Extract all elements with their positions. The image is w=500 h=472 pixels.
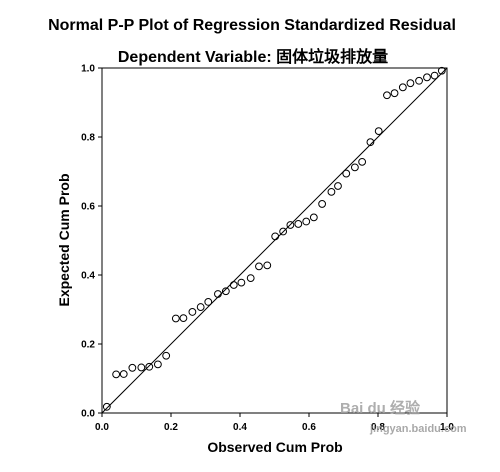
data-point bbox=[229, 281, 238, 289]
x-tick-label: 0.6 bbox=[302, 422, 316, 433]
data-point bbox=[137, 363, 146, 372]
y-tick-label: 0.8 bbox=[81, 133, 95, 144]
watermark-url: jingyan.baidu.com bbox=[369, 423, 467, 435]
data-point bbox=[214, 290, 222, 298]
data-point bbox=[279, 227, 288, 236]
data-point bbox=[327, 187, 336, 196]
watermark: Bai du 经验 jingyan.baidu.com bbox=[340, 399, 467, 435]
data-point bbox=[437, 66, 446, 75]
data-point bbox=[119, 370, 128, 378]
data-point bbox=[406, 79, 415, 88]
x-tick-label: 0.4 bbox=[233, 422, 247, 433]
data-point bbox=[128, 363, 137, 372]
data-point bbox=[255, 262, 263, 271]
reference-line bbox=[101, 67, 448, 414]
data-point bbox=[153, 360, 162, 369]
chart-subtitle: Dependent Variable: 固体垃圾排放量 bbox=[118, 47, 388, 66]
data-point bbox=[342, 169, 351, 178]
data-point bbox=[263, 261, 272, 270]
chart-title: Normal P-P Plot of Regression Standardiz… bbox=[48, 17, 456, 34]
y-axis-title: Expected Cum Prob bbox=[56, 173, 72, 306]
plot-frame bbox=[101, 67, 448, 414]
data-point bbox=[430, 71, 439, 80]
data-point bbox=[188, 308, 197, 316]
x-axis-title: Observed Cum Prob bbox=[207, 439, 342, 455]
data-point bbox=[390, 89, 399, 98]
data-point bbox=[309, 213, 318, 222]
data-point bbox=[383, 91, 391, 100]
y-tick-label: 0.0 bbox=[81, 409, 95, 420]
y-tick-label: 0.6 bbox=[81, 202, 95, 213]
data-point bbox=[162, 351, 171, 360]
data-point bbox=[350, 163, 359, 172]
data-point bbox=[145, 362, 154, 371]
data-point bbox=[423, 73, 431, 82]
data-point bbox=[179, 314, 188, 323]
data-point bbox=[112, 370, 121, 379]
y-tick-label: 0.4 bbox=[81, 271, 95, 282]
data-point bbox=[204, 298, 213, 306]
y-tick-label: 0.2 bbox=[81, 340, 95, 351]
data-point bbox=[294, 220, 303, 228]
data-point bbox=[318, 200, 327, 208]
y-tick-label: 1.0 bbox=[81, 64, 95, 75]
data-point bbox=[334, 182, 342, 190]
data-point bbox=[398, 83, 407, 92]
data-markers bbox=[102, 66, 446, 411]
y-axis: 0.0 0.2 0.4 0.6 0.8 1.0 bbox=[81, 64, 102, 420]
data-point bbox=[302, 217, 311, 226]
data-point bbox=[374, 127, 383, 136]
watermark-brand: Bai du 经验 bbox=[340, 399, 421, 417]
data-point bbox=[237, 278, 246, 287]
x-axis: 0.0 0.2 0.4 0.6 0.8 1.0 bbox=[95, 413, 454, 433]
data-point bbox=[366, 138, 375, 147]
x-tick-label: 0.0 bbox=[95, 422, 109, 433]
data-point bbox=[221, 287, 230, 296]
data-point bbox=[271, 232, 280, 241]
x-tick-label: 0.2 bbox=[164, 422, 178, 433]
x-tick-label: 1.0 bbox=[440, 422, 454, 433]
x-tick-label: 0.8 bbox=[371, 422, 385, 433]
data-point bbox=[102, 402, 111, 411]
data-point bbox=[246, 274, 255, 283]
data-point bbox=[196, 303, 205, 311]
data-point bbox=[171, 314, 180, 323]
data-point bbox=[358, 157, 367, 166]
data-point bbox=[286, 221, 295, 229]
data-point bbox=[415, 76, 423, 85]
